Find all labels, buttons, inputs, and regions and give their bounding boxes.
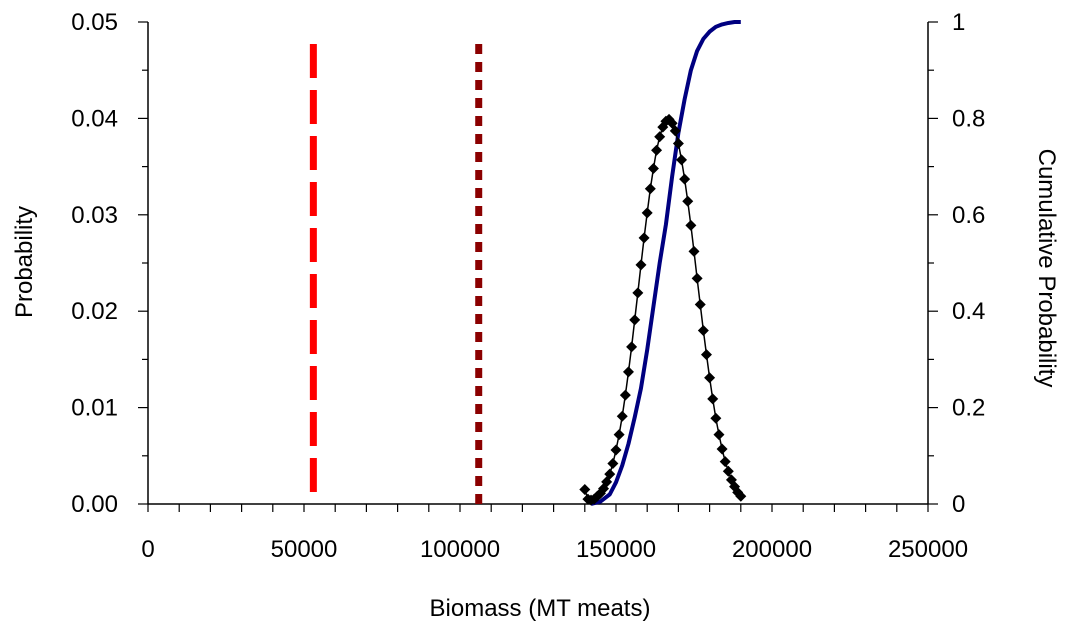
y2-tick-label: 0.6	[952, 202, 985, 229]
probability-point	[697, 324, 709, 336]
probability-point	[629, 314, 641, 326]
y-tick-label: 0.02	[71, 298, 118, 325]
probability-point	[707, 393, 719, 405]
probability-point	[579, 484, 591, 496]
y-tick-label: 0.00	[71, 491, 118, 518]
probability-point	[682, 195, 694, 207]
probability-point	[719, 456, 731, 468]
y2-tick-label: 0	[952, 491, 965, 518]
x-tick-label: 250000	[888, 536, 968, 563]
probability-point	[694, 298, 706, 310]
y2-tick-label: 0.8	[952, 105, 985, 132]
probability-point	[722, 465, 734, 477]
y2-tick-label: 0.4	[952, 298, 985, 325]
y-tick-label: 0.01	[71, 395, 118, 422]
probability-point	[735, 490, 747, 502]
probability-point	[641, 207, 653, 219]
tick-marks	[138, 21, 938, 512]
probability-point	[626, 341, 638, 353]
probability-point	[632, 287, 644, 299]
probability-point	[619, 389, 631, 401]
probability-point	[644, 183, 656, 195]
probability-point	[607, 458, 619, 470]
axes	[147, 22, 929, 505]
probability-point	[700, 349, 712, 361]
y2-tick-label: 0.2	[952, 395, 985, 422]
probability-point	[604, 468, 616, 480]
probability-point	[638, 232, 650, 244]
x-tick-label: 100000	[420, 536, 500, 563]
probability-line	[584, 118, 742, 501]
y-tick-label: 0.05	[71, 9, 118, 36]
probability-point	[710, 412, 722, 424]
probability-point	[679, 173, 691, 185]
probability-point	[672, 137, 684, 149]
x-tick-label: 50000	[271, 536, 338, 563]
y-tick-label: 0.04	[71, 105, 118, 132]
probability-point	[654, 131, 666, 143]
probability-point	[613, 429, 625, 441]
x-axis-title: Biomass (MT meats)	[430, 595, 651, 622]
x-tick-label: 200000	[732, 536, 812, 563]
probability-point	[669, 125, 681, 137]
probability-point	[635, 259, 647, 271]
probability-point	[688, 245, 700, 257]
y2-axis-title: Cumulative Probability	[1033, 149, 1060, 388]
probability-point	[691, 272, 703, 284]
tick-labels: 0 50000 100000 150000 200000 250000 0.00 0.01 0.…	[71, 9, 985, 563]
x-tick-label: 150000	[576, 536, 656, 563]
probability-point	[647, 163, 659, 175]
x-tick-label: 0	[141, 536, 154, 563]
y-axis-title: Probability	[11, 206, 38, 318]
probability-point	[651, 144, 663, 156]
probability-point	[676, 154, 688, 166]
probability-point	[610, 444, 622, 456]
cumulative-probability-line	[590, 20, 741, 506]
reference-lines	[309, 44, 483, 504]
series-layer	[579, 20, 747, 506]
y-tick-label: 0.03	[71, 202, 118, 229]
y2-tick-label: 1	[952, 9, 965, 36]
probability-point	[704, 372, 716, 384]
probability-point	[622, 366, 634, 378]
probability-point	[713, 429, 725, 441]
probability-point	[716, 443, 728, 455]
probability-point	[616, 410, 628, 422]
probability-point	[685, 219, 697, 231]
